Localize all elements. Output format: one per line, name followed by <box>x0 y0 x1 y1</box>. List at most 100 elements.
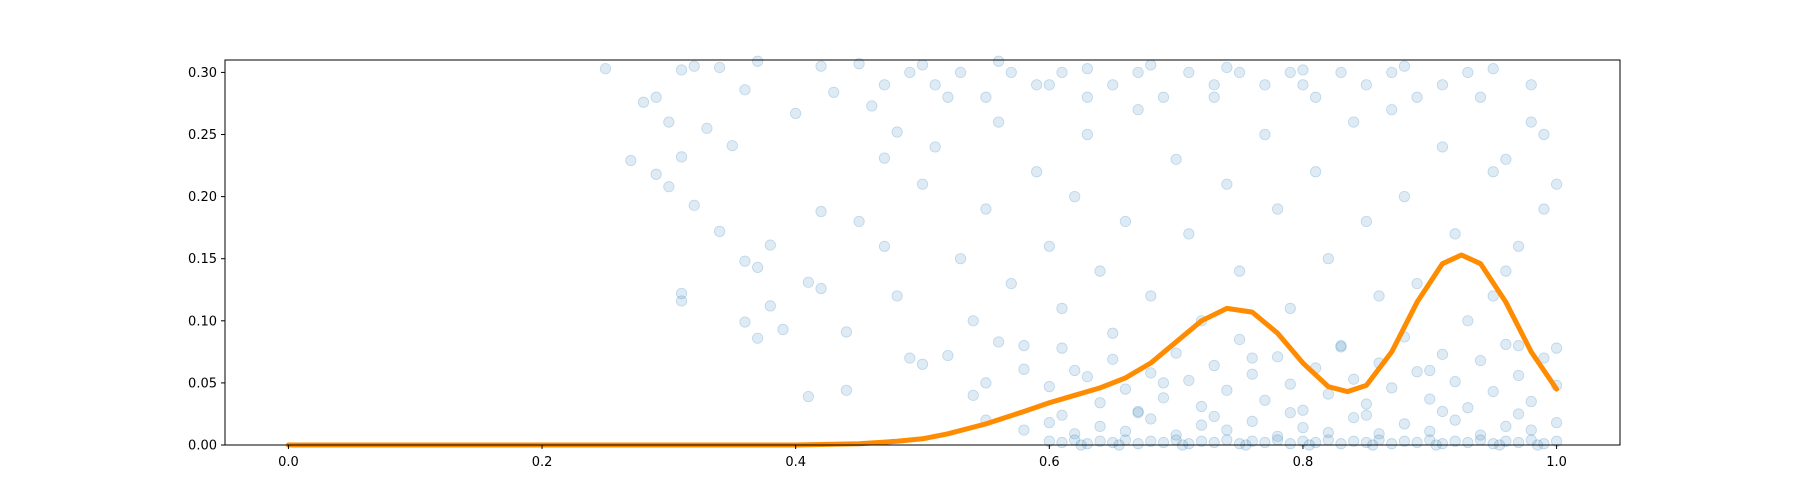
scatter-point <box>1500 420 1512 432</box>
scatter-point <box>1525 395 1537 408</box>
scatter-point <box>739 316 751 328</box>
scatter-point <box>1271 434 1284 446</box>
scatter-point <box>1297 64 1309 76</box>
scatter-point <box>1538 203 1550 215</box>
scatter-point <box>1069 428 1081 440</box>
scatter-point <box>1170 153 1182 165</box>
scatter-point <box>1018 340 1030 352</box>
scatter-point <box>1233 66 1246 79</box>
scatter-point <box>916 178 929 190</box>
scatter-point <box>1512 369 1525 382</box>
scatter-point <box>1221 178 1233 190</box>
scatter-point <box>1348 373 1360 385</box>
y-axis: 0.00 0.05 0.10 0.15 0.20 0.25 0.30 <box>188 66 225 454</box>
scatter-point <box>1119 425 1132 437</box>
scatter-point <box>1474 429 1487 441</box>
scatter-point <box>1043 417 1055 429</box>
scatter-point <box>1398 60 1411 72</box>
scatter-point <box>1310 166 1322 178</box>
scatter-point <box>1145 290 1157 302</box>
scatter-point <box>954 253 967 265</box>
scatter-point <box>942 349 954 362</box>
scatter-point <box>1424 364 1436 377</box>
scatter-point <box>625 155 637 167</box>
x-tick-label: 0.4 <box>785 455 806 470</box>
scatter-point <box>891 126 903 138</box>
scatter-point <box>1208 359 1220 372</box>
scatter-point <box>764 300 776 312</box>
scatter-point <box>878 79 891 91</box>
scatter-point <box>1436 348 1449 360</box>
scatter-point <box>904 352 916 364</box>
scatter-point <box>1284 302 1296 314</box>
scatter-point <box>942 91 954 103</box>
scatter-point <box>815 282 827 295</box>
scatter-point <box>1132 104 1144 116</box>
x-tick-label: 0.6 <box>1039 455 1060 470</box>
scatter-point <box>1018 424 1030 436</box>
scatter-point <box>891 290 903 302</box>
scatter-point <box>1297 422 1309 434</box>
scatter-point <box>1284 407 1296 419</box>
scatter-point <box>1221 424 1233 436</box>
scatter-point <box>650 168 662 180</box>
scatter-point <box>1525 116 1537 128</box>
scatter-point <box>1157 436 1170 449</box>
scatter-point <box>1183 66 1195 79</box>
scatter-point <box>1512 436 1525 449</box>
scatter-point <box>1474 434 1487 446</box>
scatter-point <box>1411 277 1423 290</box>
scatter-point <box>1183 438 1195 450</box>
line-layer <box>285 252 1560 448</box>
y-tick-label: 0.15 <box>188 252 217 267</box>
scatter-point <box>1538 438 1550 450</box>
scatter-point <box>1386 382 1398 394</box>
y-tick-label: 0.00 <box>188 439 217 454</box>
scatter-point <box>1208 410 1220 423</box>
scatter-point <box>1132 66 1144 79</box>
scatter-point <box>1335 66 1347 79</box>
scatter-point <box>1043 240 1055 252</box>
scatter-point <box>1094 420 1106 432</box>
scatter-point <box>1322 253 1334 265</box>
scatter-point <box>1373 290 1385 302</box>
scatter-point <box>1500 338 1512 350</box>
scatter-point <box>1500 153 1512 165</box>
scatter-point <box>1259 436 1271 449</box>
scatter-point <box>1107 79 1119 91</box>
scatter-point <box>840 384 853 396</box>
scatter-point <box>967 389 979 401</box>
scatter-point <box>1259 128 1271 141</box>
scatter-point <box>1132 407 1144 419</box>
scatter-point <box>1056 302 1068 314</box>
density-curve <box>285 252 1560 448</box>
scatter-point <box>1170 429 1182 441</box>
scatter-point <box>1297 79 1309 91</box>
scatter-point <box>1449 414 1461 426</box>
scatter-point <box>1462 315 1474 327</box>
scatter-point <box>1157 392 1170 404</box>
scatter-point <box>1031 166 1043 178</box>
scatter-point <box>1233 438 1246 450</box>
scatter-point <box>840 326 853 338</box>
scatter-point <box>1538 128 1550 141</box>
scatter-point <box>1043 381 1055 393</box>
scatter-point <box>1550 178 1563 190</box>
y-tick-label: 0.05 <box>188 376 217 391</box>
scatter-point <box>675 151 688 163</box>
scatter-point <box>599 63 612 75</box>
scatter-point <box>1386 104 1398 116</box>
scatter-point <box>853 58 865 70</box>
scatter-point <box>1119 215 1132 228</box>
scatter-point <box>1348 435 1360 447</box>
scatter-point <box>1411 366 1423 378</box>
scatter-layer <box>599 55 1563 451</box>
scatter-point <box>1005 277 1017 290</box>
scatter-point <box>663 116 675 128</box>
scatter-point <box>1310 91 1322 103</box>
scatter-point <box>1487 166 1499 178</box>
scatter-point <box>1500 265 1512 277</box>
scatter-point <box>916 59 929 71</box>
scatter-point <box>688 199 700 211</box>
